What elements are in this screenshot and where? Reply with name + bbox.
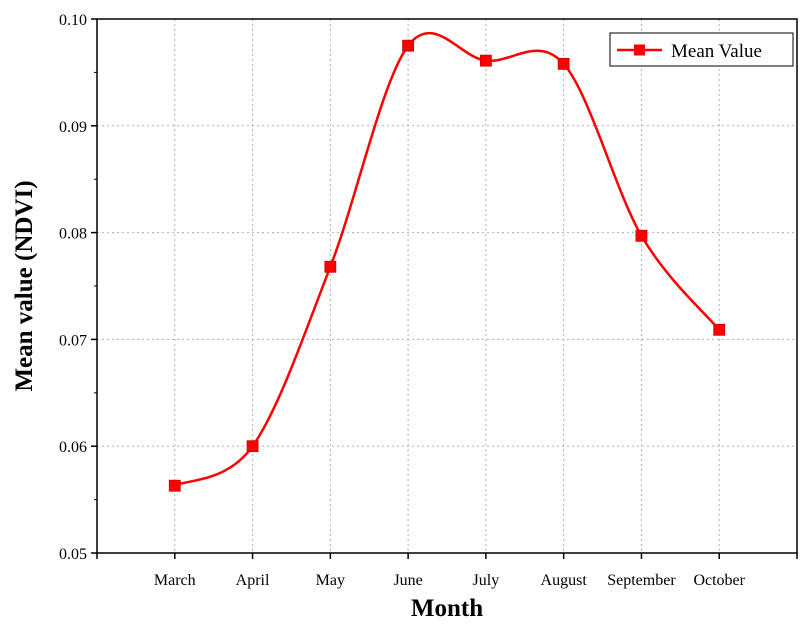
x-tick-label: October — [693, 572, 745, 589]
legend: Mean Value — [609, 32, 794, 67]
y-tick-label: 0.06 — [59, 439, 87, 456]
plot-area-frame — [96, 18, 798, 554]
data-point-marker — [402, 39, 415, 52]
y-tick-label: 0.09 — [59, 119, 87, 136]
data-point-marker — [246, 440, 259, 453]
series-layer — [168, 31, 726, 492]
data-point-marker — [168, 479, 181, 492]
x-axis-title: Month — [411, 595, 483, 622]
y-tick-label: 0.07 — [59, 332, 87, 349]
data-point-marker — [479, 54, 492, 67]
y-tick-label: 0.08 — [59, 226, 87, 243]
data-point-marker — [324, 260, 337, 273]
x-tick-label: August — [541, 572, 588, 589]
x-tick-label: May — [316, 572, 345, 589]
data-point-marker — [635, 229, 648, 242]
series-line — [174, 31, 721, 487]
x-tick-label: April — [236, 572, 270, 589]
legend-marker-square — [634, 44, 645, 56]
y-axis-title: Mean value (NDVI) — [11, 180, 38, 391]
y-axis-ticks: 0.05 0.06 0.07 0.08 0.09 0.10 — [59, 12, 97, 563]
grid-lines — [97, 19, 797, 553]
x-axis-ticks: March April May June July August September Octo… — [96, 553, 798, 589]
y-tick-label: 0.05 — [59, 546, 87, 563]
y-tick-label: 0.10 — [59, 12, 87, 29]
x-tick-label: June — [393, 572, 422, 589]
x-tick-label: July — [473, 572, 500, 589]
legend-label: Mean Value — [671, 41, 762, 62]
data-point-marker — [713, 323, 726, 336]
x-tick-label: March — [154, 572, 196, 589]
data-point-marker — [557, 57, 570, 70]
x-tick-label: September — [607, 572, 676, 589]
